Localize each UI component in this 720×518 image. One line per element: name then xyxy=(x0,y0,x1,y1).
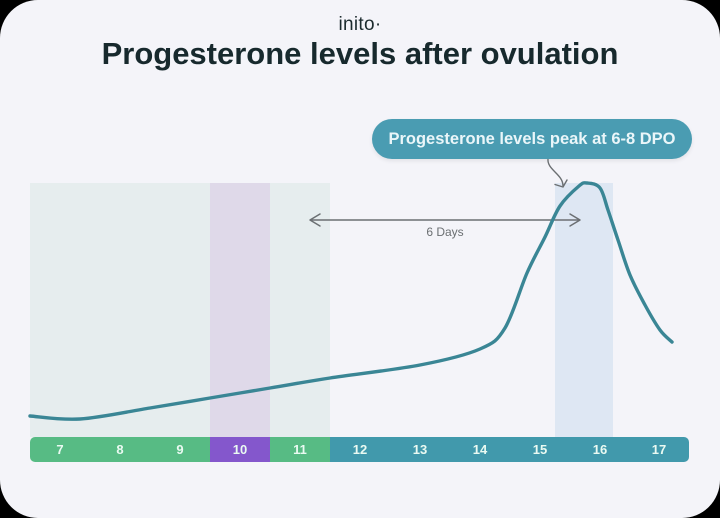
svg-text:7: 7 xyxy=(56,442,63,457)
svg-text:12: 12 xyxy=(353,442,367,457)
svg-text:8: 8 xyxy=(116,442,123,457)
svg-text:9: 9 xyxy=(176,442,183,457)
svg-text:15: 15 xyxy=(533,442,547,457)
svg-text:6 Days: 6 Days xyxy=(426,225,463,239)
svg-text:16: 16 xyxy=(593,442,607,457)
svg-text:10: 10 xyxy=(233,442,247,457)
svg-text:11: 11 xyxy=(293,442,307,457)
svg-text:13: 13 xyxy=(413,442,427,457)
svg-text:14: 14 xyxy=(473,442,488,457)
svg-text:17: 17 xyxy=(652,442,666,457)
